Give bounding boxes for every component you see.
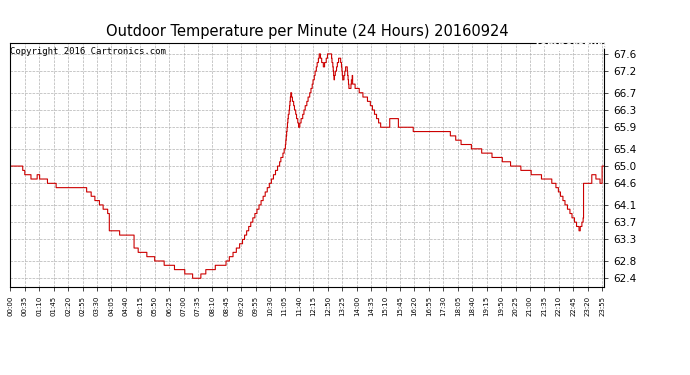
Text: Temperature  (°F): Temperature (°F): [534, 41, 639, 51]
Text: Copyright 2016 Cartronics.com: Copyright 2016 Cartronics.com: [10, 47, 166, 56]
Title: Outdoor Temperature per Minute (24 Hours) 20160924: Outdoor Temperature per Minute (24 Hours…: [106, 24, 509, 39]
